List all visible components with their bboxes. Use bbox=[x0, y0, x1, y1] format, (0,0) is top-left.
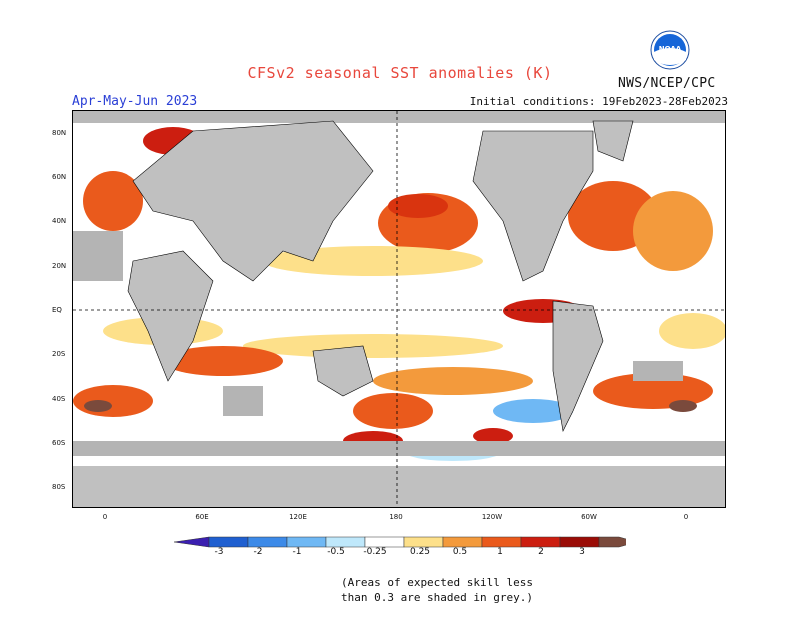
season-label: Apr-May-Jun 2023 bbox=[72, 94, 198, 109]
lat-label: 80S bbox=[52, 483, 66, 491]
colorbar-label: 2 bbox=[538, 547, 544, 557]
skill-note: (Areas of expected skill less than 0.3 a… bbox=[0, 575, 800, 605]
colorbar-cell bbox=[559, 536, 600, 548]
logo-text: NOAA bbox=[659, 45, 682, 53]
colorbar-cell bbox=[364, 536, 405, 548]
colorbar-cell bbox=[247, 536, 288, 548]
colorbar-label: -1 bbox=[292, 547, 302, 557]
greenland-land bbox=[592, 120, 634, 162]
colorbar-cell bbox=[520, 536, 561, 548]
noaa-logo-icon: NOAA bbox=[650, 30, 690, 70]
lon-label: 120E bbox=[289, 513, 307, 521]
lon-label: 180 bbox=[389, 513, 403, 521]
colorbar-cell bbox=[481, 536, 522, 548]
colorbar-label: 1 bbox=[497, 547, 503, 557]
colorbar-label: -0.5 bbox=[327, 547, 345, 557]
south-america-land bbox=[552, 300, 604, 432]
colorbar-label: -3 bbox=[214, 547, 224, 557]
skill-note-line-1: (Areas of expected skill less bbox=[340, 576, 534, 589]
africa-land bbox=[127, 250, 214, 382]
lon-label: 0 bbox=[683, 513, 689, 521]
colorbar-cell bbox=[598, 536, 626, 548]
lat-label: 40N bbox=[52, 217, 67, 225]
colorbar-cell bbox=[174, 536, 210, 548]
land-masses bbox=[127, 120, 634, 432]
initial-conditions-label: Initial conditions: 19Feb2023-28Feb2023 bbox=[469, 95, 728, 108]
lon-label: 60W bbox=[581, 513, 597, 521]
chart-title: CFSv2 seasonal SST anomalies (K) bbox=[247, 64, 553, 82]
lon-label: 60E bbox=[195, 513, 209, 521]
colorbar-cell bbox=[442, 536, 483, 548]
colorbar-cell bbox=[286, 536, 327, 548]
north-america-land bbox=[472, 130, 594, 282]
map-canvas bbox=[73, 111, 725, 507]
agency-label: NWS/NCEP/CPC bbox=[618, 76, 716, 91]
antarctica-land bbox=[73, 466, 725, 507]
lon-label: 120W bbox=[481, 513, 503, 521]
lon-label: 0 bbox=[102, 513, 108, 521]
lat-label: 20N bbox=[52, 262, 67, 270]
lat-label: 80N bbox=[52, 129, 67, 137]
colorbar-cell bbox=[325, 536, 366, 548]
lat-label: 60N bbox=[52, 173, 67, 181]
lat-label: 40S bbox=[52, 395, 66, 403]
colorbar-cell bbox=[208, 536, 249, 548]
low-skill-areas bbox=[73, 231, 725, 456]
colorbar-label: -0.25 bbox=[363, 547, 387, 557]
colorbar-label: -2 bbox=[253, 547, 263, 557]
eurasia-land bbox=[132, 120, 374, 282]
colorbar-cell bbox=[403, 536, 444, 548]
lat-label: 60S bbox=[52, 439, 66, 447]
lat-label: 20S bbox=[52, 350, 66, 358]
sst-anomaly-map bbox=[72, 110, 726, 508]
colorbar-label: 3 bbox=[579, 547, 585, 557]
lat-label: EQ bbox=[52, 306, 62, 314]
australia-land bbox=[312, 345, 374, 397]
colorbar-label: 0.25 bbox=[409, 547, 431, 557]
colorbar-label: 0.5 bbox=[452, 547, 468, 557]
colorbar bbox=[174, 536, 626, 548]
skill-note-line-2: than 0.3 are shaded in grey.) bbox=[340, 591, 534, 604]
